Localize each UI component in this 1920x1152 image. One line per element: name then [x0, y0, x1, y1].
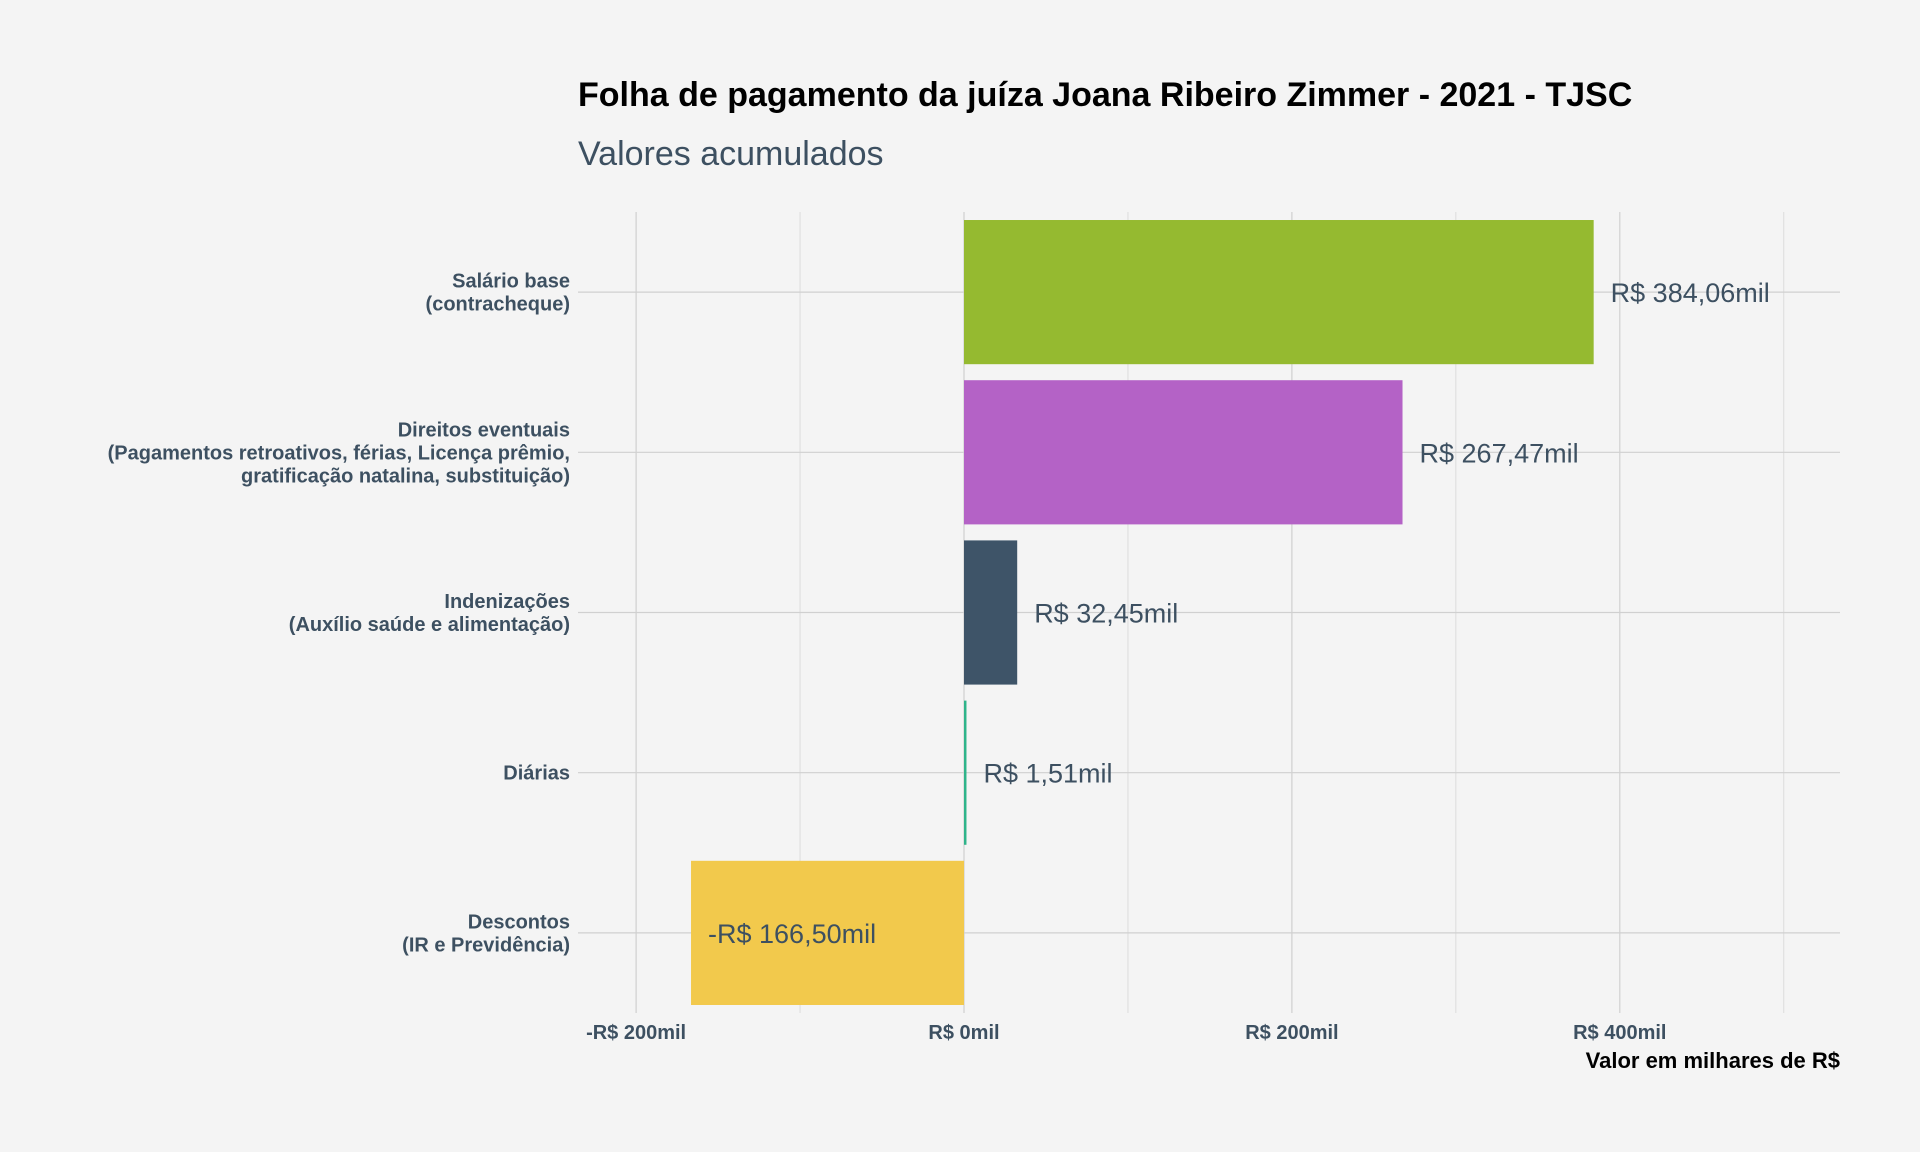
labels: -R$ 200mil R$ 0mil R$ 200mil R$ 400mil R$ 38…	[108, 271, 1770, 1044]
bar-value-label: R$ 32,45mil	[1034, 599, 1178, 629]
x-axis-title: Valor em milhares de R$	[1586, 1048, 1840, 1073]
bar	[964, 540, 1018, 685]
bar	[964, 700, 967, 845]
bars	[691, 220, 1594, 1005]
x-tick-label: -R$ 200mil	[586, 1022, 686, 1044]
x-tick-label: R$ 200mil	[1245, 1022, 1338, 1044]
category-label: Direitos eventuais (Pagamentos retroativo…	[108, 419, 570, 487]
category-label-line: Salário base	[452, 271, 570, 293]
x-tick-label: R$ 400mil	[1573, 1022, 1666, 1044]
category-label-line: Direitos eventuais	[398, 419, 570, 441]
chart-subtitle: Valores acumulados	[578, 135, 884, 173]
bar-value-label: -R$ 166,50mil	[708, 919, 876, 949]
category-label-line: (Pagamentos retroativos, férias, Licença…	[108, 442, 570, 464]
category-label-line: (contracheque)	[426, 294, 570, 316]
bar-value-label: R$ 1,51mil	[983, 759, 1112, 789]
bar-value-label: R$ 384,06mil	[1611, 278, 1770, 308]
category-label-line: (Auxílio saúde e alimentação)	[289, 614, 570, 636]
category-label: Diárias	[503, 763, 570, 785]
category-label-line: gratificação natalina, substituição)	[241, 465, 570, 487]
category-label: Descontos (IR e Previdência)	[402, 911, 570, 956]
bar	[964, 220, 1594, 365]
bar	[691, 860, 964, 1005]
category-label-line: Indenizações	[444, 591, 570, 613]
bar-value-label: R$ 267,47mil	[1420, 438, 1579, 468]
category-label-line: Diárias	[503, 763, 570, 785]
category-label: Indenizações (Auxílio saúde e alimentação…	[289, 591, 570, 636]
bar	[964, 380, 1403, 525]
category-label: Salário base (contracheque)	[426, 271, 570, 316]
chart-title: Folha de pagamento da juíza Joana Ribeir…	[578, 76, 1632, 114]
x-tick-label: R$ 0mil	[928, 1022, 999, 1044]
category-label-line: (IR e Previdência)	[402, 934, 570, 956]
category-label-line: Descontos	[468, 911, 570, 933]
